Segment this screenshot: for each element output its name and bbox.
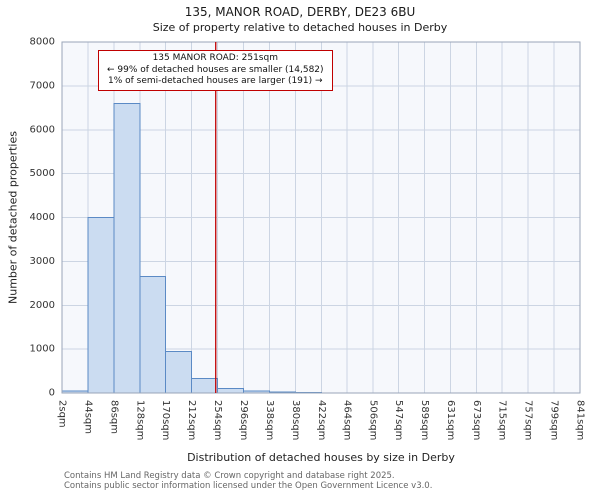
x-tick-label: 254sqm (212, 400, 223, 440)
y-tick-label: 7000 (30, 80, 55, 91)
footer: Contains HM Land Registry data © Crown c… (64, 471, 432, 491)
y-tick-label: 5000 (30, 168, 55, 179)
x-tick-label: 380sqm (290, 400, 301, 440)
annotation-line3: 1% of semi-detached houses are larger (1… (108, 76, 323, 87)
x-axis-label: Distribution of detached houses by size … (187, 451, 455, 464)
x-tick-label: 841sqm (575, 400, 586, 440)
histogram-svg: 0 1000 2000 3000 4000 5000 6000 7000 8000 2sqm 44s… (30, 37, 586, 441)
x-tick-label: 338sqm (264, 400, 275, 440)
histogram-bar (139, 276, 167, 394)
annotation-line1: 135 MANOR ROAD: 251sqm (152, 53, 278, 63)
y-tick-label: 0 (49, 388, 55, 399)
x-tick-label: 170sqm (160, 400, 171, 440)
y-tick-label: 3000 (30, 256, 55, 267)
histogram-bar (191, 378, 219, 394)
annotation-box: 135 MANOR ROAD: 251sqm ← 99% of detached… (98, 50, 333, 92)
x-tick-label: 589sqm (419, 400, 430, 440)
y-axis-label: Number of detached properties (6, 131, 20, 304)
chart-subtitle: Size of property relative to detached ho… (152, 21, 448, 34)
x-tick-label: 422sqm (316, 400, 327, 440)
y-tick-label: 8000 (30, 37, 55, 48)
y-tick-label: 4000 (30, 212, 55, 223)
histogram-bar (217, 388, 245, 394)
annotation-line2: ← 99% of detached houses are smaller (14… (107, 64, 324, 75)
y-tick-label: 2000 (30, 300, 55, 311)
x-tick-label: 86sqm (108, 400, 119, 434)
footer-line1: Contains HM Land Registry data © Crown c… (64, 471, 395, 481)
x-tick-label: 212sqm (186, 400, 197, 440)
x-tick-label: 673sqm (471, 400, 482, 440)
y-tick-label: 1000 (30, 344, 55, 355)
x-tick-label: 547sqm (393, 400, 404, 440)
x-tick-label: 128sqm (134, 400, 145, 440)
x-tick-label: 296sqm (238, 400, 249, 440)
x-tick-label: 757sqm (523, 400, 534, 440)
x-tick-label: 715sqm (497, 400, 508, 440)
x-tick-label: 799sqm (549, 400, 560, 440)
x-tick-label: 464sqm (342, 400, 353, 440)
x-tick-label: 631sqm (445, 400, 456, 440)
histogram-bar (87, 217, 115, 394)
chart-title: 135, MANOR ROAD, DERBY, DE23 6BU (184, 5, 416, 19)
x-tick-label: 44sqm (82, 400, 93, 434)
histogram-bar (165, 350, 193, 394)
footer-line2: Contains public sector information licen… (64, 481, 433, 491)
histogram-bar (113, 102, 141, 394)
plot-border (61, 41, 581, 394)
x-tick-label: 506sqm (368, 400, 379, 440)
x-tick-label: 2sqm (57, 400, 68, 428)
y-tick-label: 6000 (30, 124, 55, 135)
